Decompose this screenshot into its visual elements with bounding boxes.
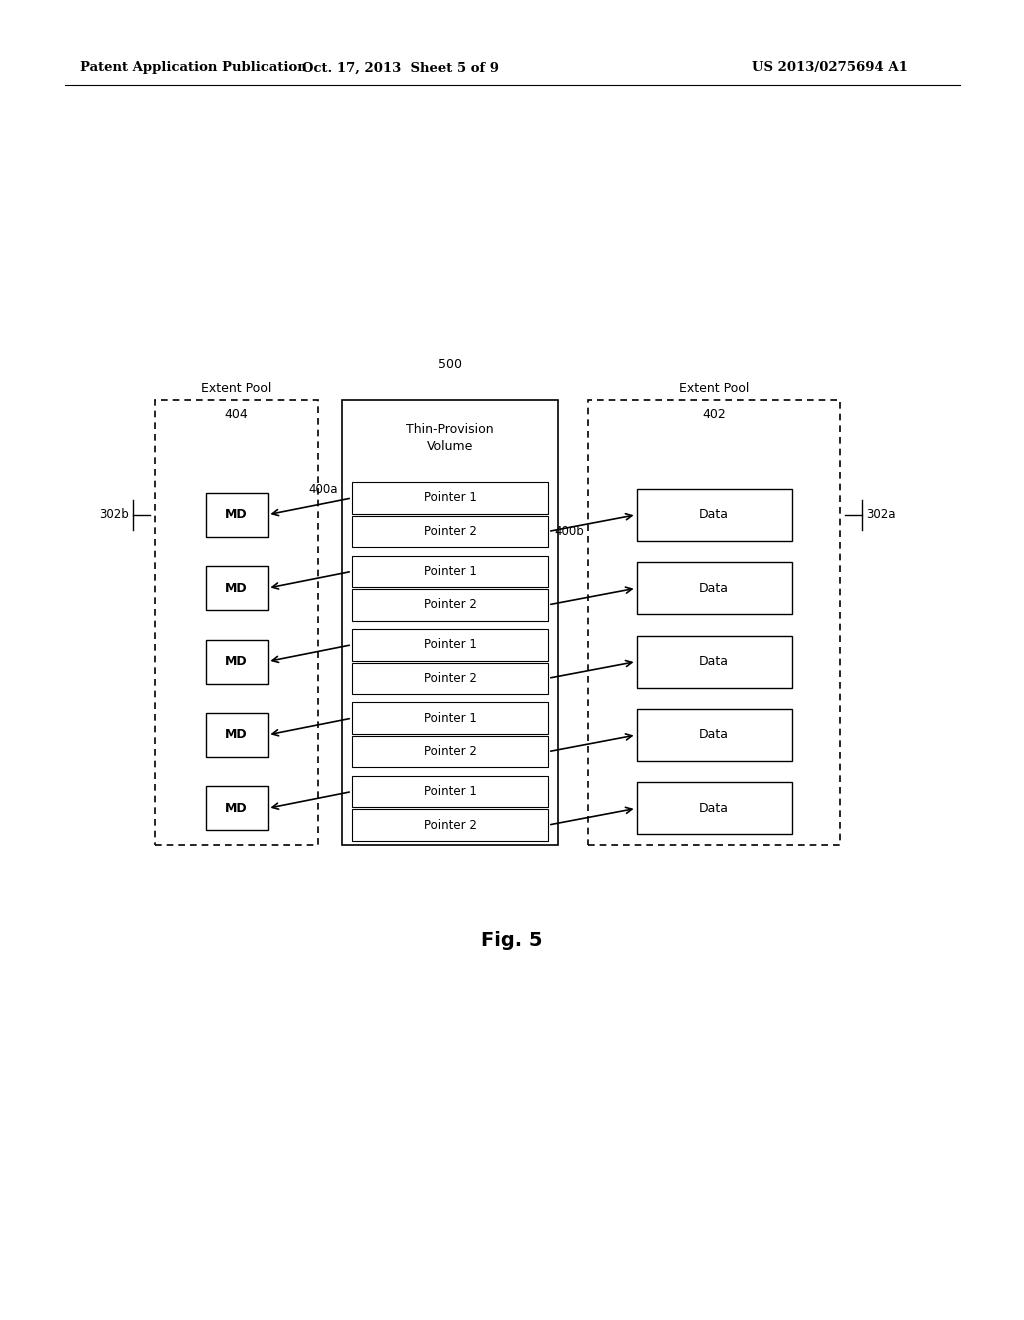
Text: Data: Data (699, 801, 729, 814)
Text: Oct. 17, 2013  Sheet 5 of 9: Oct. 17, 2013 Sheet 5 of 9 (301, 62, 499, 74)
Text: MD: MD (225, 655, 248, 668)
Bar (342, 400, 558, 845)
Text: Pointer 1: Pointer 1 (424, 711, 476, 725)
Bar (352, 556, 548, 587)
Text: 400b: 400b (554, 525, 584, 539)
Text: MD: MD (225, 582, 248, 594)
Bar (352, 702, 548, 734)
Text: Fig. 5: Fig. 5 (481, 931, 543, 949)
Text: 402: 402 (702, 408, 726, 421)
Text: Pointer 1: Pointer 1 (424, 491, 476, 504)
Text: 404: 404 (224, 408, 249, 421)
Text: Extent Pool: Extent Pool (202, 381, 271, 395)
Bar (352, 482, 548, 513)
Text: Pointer 2: Pointer 2 (424, 746, 476, 758)
Text: 302a: 302a (866, 508, 896, 521)
Bar (588, 400, 840, 845)
Bar (637, 783, 792, 834)
Bar (206, 713, 267, 756)
Bar (155, 400, 318, 845)
Text: 302b: 302b (99, 508, 129, 521)
Text: Pointer 2: Pointer 2 (424, 598, 476, 611)
Bar (352, 737, 548, 767)
Text: 500: 500 (438, 359, 462, 371)
Text: Pointer 2: Pointer 2 (424, 672, 476, 685)
Text: Thin-Provision
Volume: Thin-Provision Volume (407, 422, 494, 453)
Text: Pointer 2: Pointer 2 (424, 818, 476, 832)
Bar (352, 776, 548, 808)
Text: Pointer 1: Pointer 1 (424, 565, 476, 578)
Bar (637, 709, 792, 760)
Bar (637, 635, 792, 688)
Bar (637, 562, 792, 614)
Text: MD: MD (225, 729, 248, 742)
Bar (352, 628, 548, 660)
Bar (352, 516, 548, 548)
Text: MD: MD (225, 801, 248, 814)
Bar (637, 488, 792, 541)
Text: MD: MD (225, 508, 248, 521)
Bar (206, 787, 267, 830)
Text: Pointer 1: Pointer 1 (424, 638, 476, 651)
Text: Data: Data (699, 655, 729, 668)
Text: Pointer 1: Pointer 1 (424, 785, 476, 799)
Text: Extent Pool: Extent Pool (679, 381, 750, 395)
Bar (206, 566, 267, 610)
Bar (206, 492, 267, 537)
Text: 400a: 400a (308, 483, 338, 496)
Text: Data: Data (699, 582, 729, 594)
Bar (352, 663, 548, 694)
Text: Data: Data (699, 729, 729, 742)
Text: Pointer 2: Pointer 2 (424, 525, 476, 539)
Bar (206, 639, 267, 684)
Bar (352, 809, 548, 841)
Text: US 2013/0275694 A1: US 2013/0275694 A1 (752, 62, 908, 74)
Text: Patent Application Publication: Patent Application Publication (80, 62, 307, 74)
Bar (352, 589, 548, 620)
Text: Data: Data (699, 508, 729, 521)
